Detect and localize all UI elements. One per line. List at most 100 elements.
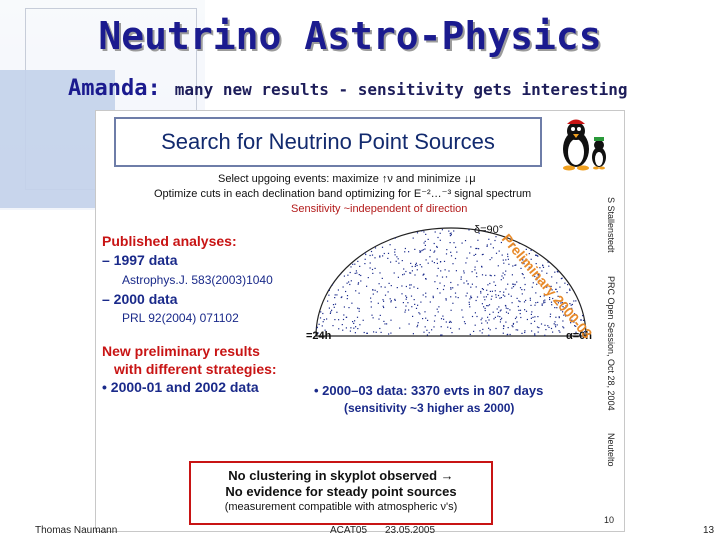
- skyplot-event-dot: [549, 313, 552, 315]
- skyplot-event-dot: [334, 297, 336, 299]
- skyplot-event-dot: [372, 241, 374, 243]
- skyplot-event-dot: [370, 232, 372, 234]
- skyplot-event-dot: [324, 281, 326, 284]
- skyplot-event-dot: [405, 285, 407, 288]
- skyplot-event-dot: [422, 274, 424, 276]
- skyplot-event-dot: [549, 316, 551, 318]
- skyplot-event-dot: [525, 310, 528, 312]
- skyplot-event-dot: [422, 318, 424, 320]
- skyplot-event-dot: [539, 267, 541, 269]
- skyplot-event-dot: [497, 315, 499, 317]
- skyplot-event-dot: [372, 289, 374, 291]
- skyplot-event-dot: [470, 246, 472, 248]
- skyplot-event-dot: [571, 316, 573, 318]
- skyplot-event-dot: [476, 247, 478, 250]
- skyplot-event-dot: [584, 286, 586, 289]
- skyplot-event-dot: [569, 288, 571, 290]
- skyplot-event-dot: [496, 308, 498, 310]
- skyplot-event-dot: [552, 297, 554, 300]
- skyplot-event-dot: [394, 299, 396, 301]
- skyplot-event-dot: [581, 250, 583, 252]
- skyplot-event-dot: [487, 284, 489, 286]
- skyplot-event-dot: [317, 332, 319, 334]
- skyplot-event-dot: [316, 281, 318, 283]
- published-1997: – 1997 data: [102, 252, 178, 268]
- skyplot-event-dot: [523, 277, 525, 279]
- skyplot-event-dot: [432, 295, 434, 297]
- skyplot-event-dot: [352, 321, 354, 323]
- skyplot-event-dot: [534, 304, 536, 306]
- skyplot-event-dot: [507, 308, 509, 310]
- skyplot-event-dot: [387, 252, 390, 254]
- skyplot-event-dot: [544, 324, 546, 326]
- embedded-slide: Search for Neutrino Point Sources Select…: [95, 110, 625, 532]
- skyplot-event-dot: [534, 334, 536, 336]
- skyplot-event-dot: [500, 297, 502, 299]
- skyplot-event-dot: [439, 261, 442, 263]
- conclusion-box: No clustering in skyplot observed → No e…: [189, 461, 493, 525]
- skyplot-event-dot: [536, 254, 538, 257]
- skyplot-event-dot: [316, 284, 318, 286]
- skyplot-event-dot: [376, 291, 378, 293]
- skyplot-event-dot: [561, 277, 563, 279]
- skyplot-event-dot: [571, 319, 573, 321]
- skyplot-event-dot: [379, 314, 381, 316]
- skyplot-event-dot: [497, 294, 500, 297]
- skyplot-event-dot: [348, 250, 350, 252]
- skyplot-event-dot: [432, 297, 434, 299]
- skyplot-event-dot: [531, 311, 533, 313]
- skyplot-event-dot: [474, 324, 476, 326]
- skyplot-event-dot: [493, 318, 495, 320]
- skyplot-event-dot: [457, 284, 459, 286]
- skyplot-event-dot: [521, 273, 523, 275]
- skyplot-event-dot: [574, 231, 577, 233]
- skyplot-event-dot: [352, 241, 354, 243]
- skyplot-event-dot: [354, 272, 356, 274]
- skyplot-event-dot: [537, 274, 540, 276]
- skyplot-event-dot: [524, 330, 526, 332]
- skyplot-event-dot: [491, 295, 493, 297]
- skyplot-event-dot: [429, 256, 431, 258]
- skyplot-event-dot: [325, 247, 327, 249]
- skyplot-event-dot: [369, 267, 371, 269]
- skyplot-event-dot: [354, 263, 356, 265]
- skyplot-event-dot: [499, 316, 501, 318]
- skyplot-event-dot: [518, 300, 520, 302]
- side-label-source: Neutelto: [606, 433, 616, 467]
- skyplot-event-dot: [544, 334, 546, 336]
- skyplot-event-dot: [362, 237, 364, 239]
- skyplot-event-dot: [357, 307, 359, 309]
- skyplot-event-dot: [478, 232, 480, 234]
- skyplot-event-dot: [440, 334, 442, 336]
- skyplot-event-dot: [555, 288, 557, 290]
- skyplot-event-dot: [450, 321, 452, 323]
- skyplot-event-dot: [549, 298, 551, 301]
- new-results-data: • 2000-01 and 2002 data: [102, 379, 259, 395]
- published-ref-1: Astrophys.J. 583(2003)1040: [122, 273, 273, 287]
- skyplot-event-dot: [494, 274, 496, 277]
- skyplot-event-dot: [486, 245, 488, 247]
- footer-event: ACAT05: [330, 525, 368, 536]
- skyplot-event-dot: [521, 293, 523, 295]
- skyplot-event-dot: [390, 319, 392, 321]
- skyplot-event-dot: [362, 248, 364, 250]
- skyplot-event-dot: [501, 317, 503, 319]
- skyplot-event-dot: [440, 318, 443, 320]
- skyplot-event-dot: [474, 312, 476, 314]
- skyplot-event-dot: [383, 252, 385, 255]
- skyplot-event-dot: [536, 283, 538, 285]
- skyplot-event-dot: [483, 306, 485, 308]
- skyplot-event-dot: [487, 293, 489, 296]
- skyplot-event-dot: [328, 294, 330, 296]
- skyplot-event-dot: [557, 252, 559, 254]
- skyplot-event-dot: [480, 292, 482, 294]
- skyplot-event-dot: [402, 302, 404, 304]
- skyplot-event-dot: [559, 286, 561, 288]
- selection-criteria-2: Optimize cuts in each declination band o…: [154, 188, 532, 200]
- skyplot-event-dot: [578, 245, 580, 247]
- skyplot-event-dot: [348, 307, 350, 309]
- skyplot-event-dot: [379, 256, 381, 258]
- skyplot-event-dot: [580, 241, 582, 243]
- skyplot-event-dot: [425, 296, 427, 298]
- skyplot-event-dot: [537, 255, 539, 257]
